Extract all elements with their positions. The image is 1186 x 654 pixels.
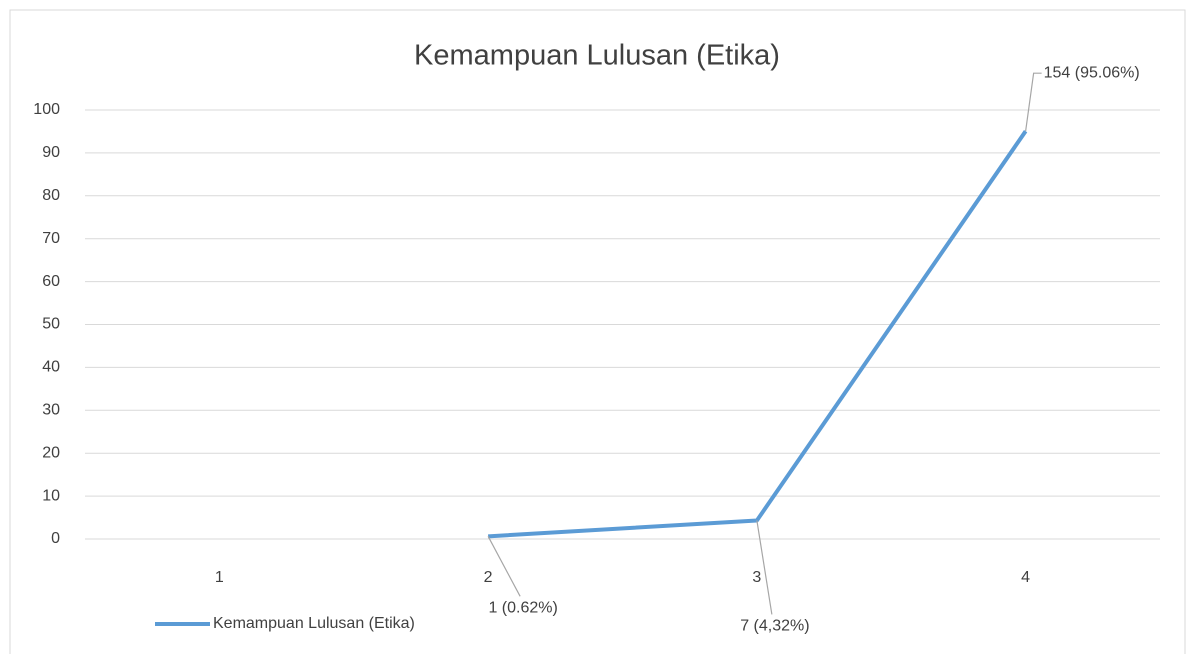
y-tick-label: 80 <box>42 187 60 204</box>
x-tick-label: 1 <box>215 569 224 586</box>
x-tick-label: 4 <box>1021 569 1030 586</box>
leader-line <box>487 536 521 597</box>
chart-title: Kemampuan Lulusan (Etika) <box>414 40 780 72</box>
x-tick-label: 3 <box>752 569 761 586</box>
y-tick-label: 10 <box>42 487 60 504</box>
legend-label: Kemampuan Lulusan (Etika) <box>213 615 415 632</box>
y-tick-label: 60 <box>42 273 60 290</box>
y-tick-label: 20 <box>42 444 60 461</box>
y-tick-label: 70 <box>42 230 60 247</box>
y-tick-label: 90 <box>42 144 60 161</box>
y-tick-label: 0 <box>51 530 60 547</box>
y-tick-label: 40 <box>42 359 60 376</box>
data-label: 1 (0.62%) <box>488 600 557 617</box>
chart-border <box>9 9 1186 654</box>
leader-line <box>756 520 773 615</box>
leader-line <box>1025 72 1042 132</box>
data-label: 7 (4,32%) <box>740 618 809 635</box>
data-label: 154 (95.06%) <box>1044 64 1140 81</box>
y-tick-label: 100 <box>33 101 60 118</box>
y-tick-label: 50 <box>42 316 60 333</box>
x-tick-label: 2 <box>484 569 493 586</box>
series-line <box>488 130 1028 539</box>
y-tick-label: 30 <box>42 402 60 419</box>
